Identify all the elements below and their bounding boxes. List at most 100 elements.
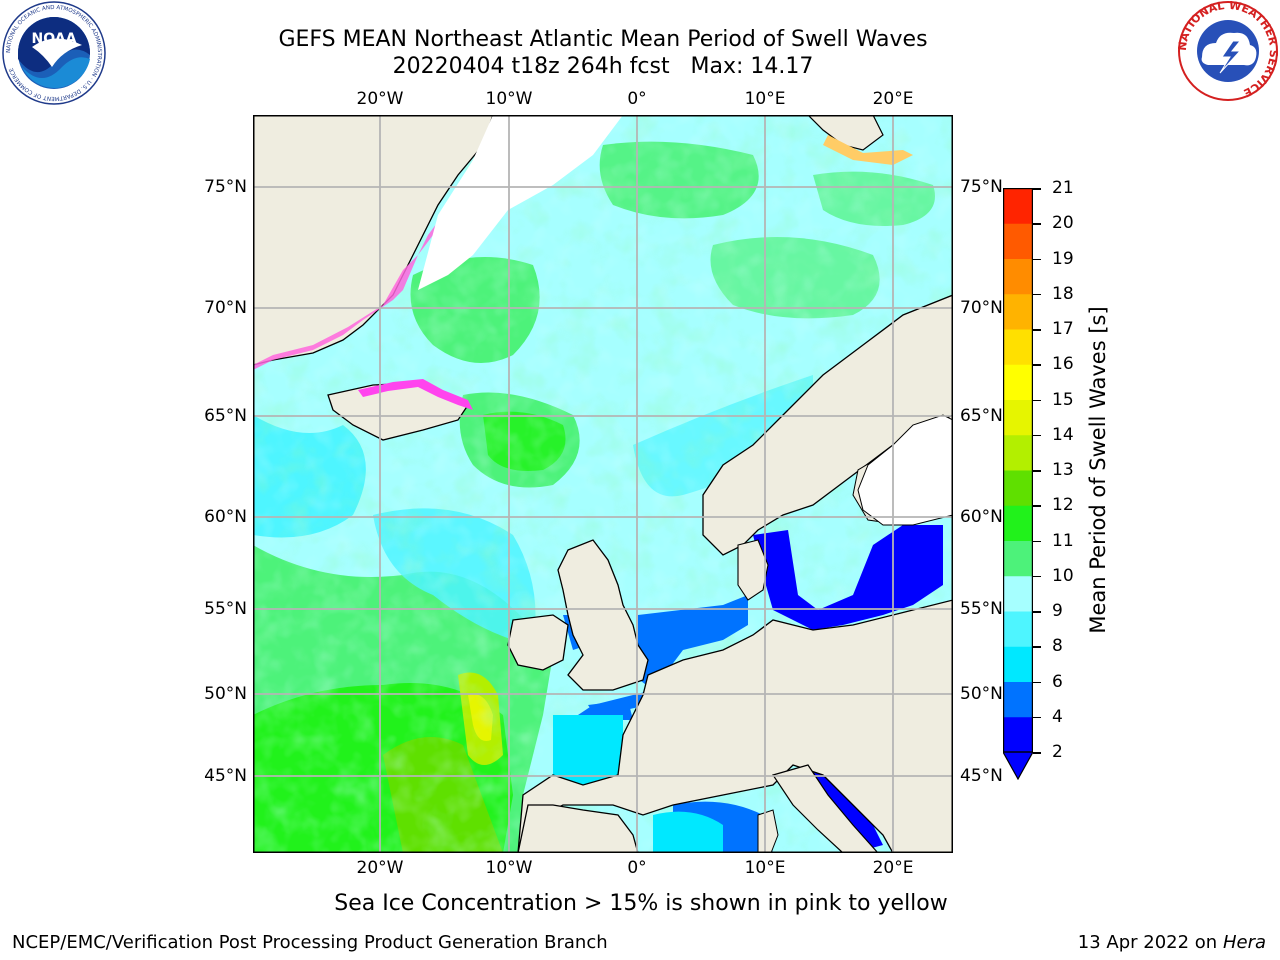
sea-region-baltic <box>753 525 943 630</box>
colorbar-level-label: 14 <box>1052 424 1074 445</box>
colorbar-level-label: 13 <box>1052 460 1074 480</box>
colorbar-tick <box>1033 293 1041 296</box>
colorbar-segment <box>1003 470 1033 506</box>
lat-tick-right-75n: 75°N <box>960 177 1003 197</box>
land-scotland-england <box>557 539 649 691</box>
colorbar-tick <box>1033 505 1041 507</box>
colorbar-level-label: 17 <box>1052 319 1074 339</box>
colorbar-segment <box>1003 329 1033 365</box>
lat-tick-left-75n: 75°N <box>204 177 247 197</box>
nws-logo: NATIONAL WEATHER SERVICE <box>1178 1 1278 101</box>
lon-tick-bottom-20w: 20°W <box>356 858 404 878</box>
lat-tick-left-70n: 70°N <box>204 298 247 318</box>
colorbar-level-label: 15 <box>1052 389 1074 410</box>
colorbar-level-label: 20 <box>1052 213 1074 234</box>
ice-gulf-bothnia <box>857 414 953 526</box>
colorbar-tick <box>1033 258 1041 260</box>
colorbar <box>1003 188 1033 780</box>
land-ireland <box>507 614 569 671</box>
lon-tick-top-20e: 20°E <box>872 89 914 109</box>
colorbar-segment <box>1003 364 1033 400</box>
lat-tick-left-55n: 55°N <box>204 599 247 619</box>
colorbar-level-label: 9 <box>1052 601 1063 621</box>
lat-tick-right-60n: 60°N <box>960 507 1003 527</box>
colorbar-segment <box>1003 505 1033 541</box>
colorbar-segment <box>1003 258 1033 295</box>
colorbar-tick <box>1033 364 1041 366</box>
colorbar-level-label: 10 <box>1052 565 1074 586</box>
colorbar-level-label: 8 <box>1052 636 1063 657</box>
lon-tick-bottom-20e: 20°E <box>872 858 914 878</box>
colorbar-segment <box>1003 188 1033 224</box>
colorbar-segment <box>1003 540 1033 577</box>
colorbar-level-label: 11 <box>1052 530 1074 551</box>
land-svalbard <box>807 115 884 151</box>
colorbar-tick <box>1033 470 1041 472</box>
lat-tick-left-50n: 50°N <box>204 684 247 704</box>
colorbar-tick <box>1033 646 1041 648</box>
footer-credit: NCEP/EMC/Verification Post Processing Pr… <box>12 932 608 953</box>
lat-tick-left-60n: 60°N <box>204 507 247 527</box>
noaa-logo: NATIONAL OCEANIC AND ATMOSPHERIC ADMINIS… <box>2 1 106 105</box>
lon-tick-top-10e: 10°E <box>744 89 786 109</box>
forecast-info: 20220404 t18z 264h fcst Max: 14.17 <box>392 54 814 79</box>
land-denmark <box>737 539 769 601</box>
colorbar-tick <box>1033 752 1041 754</box>
colorbar-segment <box>1003 611 1033 647</box>
colorbar-level-label: 2 <box>1052 742 1063 762</box>
colorbar-level-label: 18 <box>1052 283 1074 304</box>
colorbar-level-label: 4 <box>1052 706 1063 727</box>
colorbar-tick <box>1033 681 1041 683</box>
map-panel <box>253 115 953 853</box>
ice-iceland-north <box>358 379 473 410</box>
lat-tick-right-65n: 65°N <box>960 406 1003 426</box>
colorbar-tick <box>1033 399 1041 401</box>
colorbar-segment <box>1003 646 1033 682</box>
lon-tick-bottom-0: 0° <box>627 858 647 878</box>
colorbar-tick <box>1033 611 1041 613</box>
colorbar-tick <box>1033 434 1041 437</box>
land-sardinia-corsica <box>757 809 779 853</box>
lon-tick-top-0: 0° <box>627 89 647 109</box>
colorbar-tick <box>1033 329 1041 331</box>
land-continental-europe <box>517 599 953 853</box>
ice-svalbard <box>823 135 913 165</box>
colorbar-level-label: 16 <box>1052 354 1074 375</box>
colorbar-tick <box>1033 716 1041 719</box>
footer-date-text: 13 Apr 2022 on <box>1077 932 1218 953</box>
colorbar-segment <box>1003 399 1033 436</box>
graticule <box>253 115 953 853</box>
colorbar-level-label: 21 <box>1052 178 1074 198</box>
colorbar-tick <box>1033 540 1041 542</box>
lon-tick-bottom-10w: 10°W <box>485 858 533 878</box>
land-italy <box>772 764 879 853</box>
map-canvas <box>253 115 953 853</box>
colorbar-tick <box>1033 188 1041 190</box>
footer-date: 13 Apr 2022 on Hera <box>1078 931 1266 955</box>
colorbar-title: Mean Period of Swell Waves [s] <box>1086 306 1110 634</box>
colorbar-level-label: 6 <box>1052 671 1063 692</box>
lat-tick-right-70n: 70°N <box>960 298 1003 318</box>
lon-tick-top-20w: 20°W <box>356 89 404 109</box>
lon-tick-top-10w: 10°W <box>485 89 533 109</box>
colorbar-segment <box>1003 575 1033 612</box>
colorbar-segment <box>1003 223 1033 259</box>
colorbar-segment <box>1003 293 1033 330</box>
colorbar-segment <box>1003 681 1033 718</box>
colorbar-level-label: 19 <box>1052 248 1074 269</box>
sea-region-biscay-cyan <box>553 715 623 795</box>
lat-tick-right-45n: 45°N <box>960 766 1003 786</box>
ice-white-north <box>418 115 623 290</box>
lat-tick-right-50n: 50°N <box>960 684 1003 704</box>
lat-tick-right-55n: 55°N <box>960 599 1003 619</box>
colorbar-level-label: 12 <box>1052 495 1074 516</box>
sea-ice-note: Sea Ice Concentration > 15% is shown in … <box>334 891 948 916</box>
colorbar-segment <box>1003 716 1033 753</box>
noaa-logo-text: NOAA <box>32 31 77 47</box>
lat-tick-left-65n: 65°N <box>204 406 247 426</box>
sea-region-north-sea-blue <box>633 595 748 690</box>
colorbar-extend-arrow <box>1003 751 1033 780</box>
colorbar-segment <box>1003 434 1033 471</box>
lon-tick-bottom-10e: 10°E <box>744 858 786 878</box>
colorbar-tick <box>1033 223 1041 225</box>
